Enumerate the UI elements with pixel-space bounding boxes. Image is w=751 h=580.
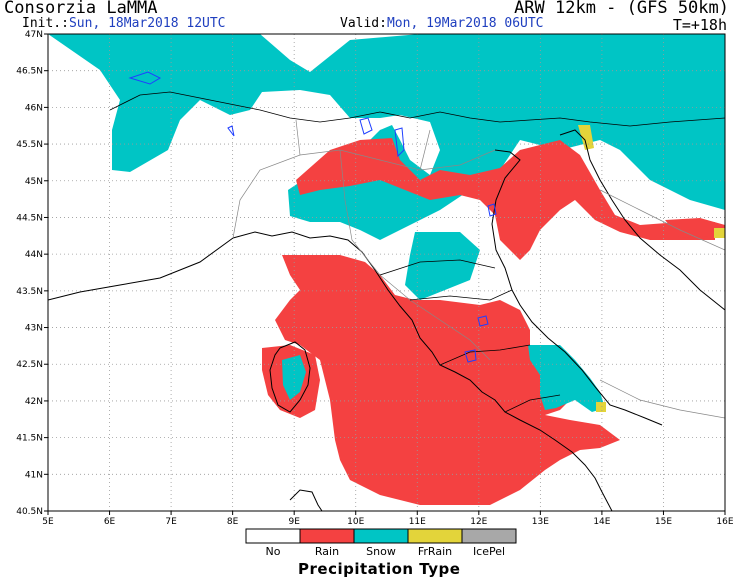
lat-tick-label: 44.5N: [16, 213, 43, 223]
init-value: Sun, 18Mar2018 12UTC: [68, 16, 226, 31]
legend-swatch-snow: [353, 528, 409, 544]
lat-tick-label: 41.5N: [16, 434, 43, 444]
legend-label-frrain: FrRain: [417, 545, 453, 558]
legend-colorbar: [245, 528, 517, 544]
lat-tick-label: 43N: [25, 324, 43, 334]
lat-tick-label: 40.5N: [16, 507, 43, 517]
lon-tick-label: 5E: [42, 517, 54, 527]
lon-tick-label: 11E: [409, 517, 426, 527]
legend-swatch-frrain: [407, 528, 463, 544]
init-label: Init.:: [22, 16, 69, 31]
legend-label-snow: Snow: [366, 545, 396, 558]
lat-tick-label: 47N: [25, 30, 43, 40]
legend-swatch-icepel: [461, 528, 517, 544]
source-title: Consorzia LaMMA: [4, 0, 158, 18]
lat-tick-label: 45N: [25, 177, 43, 187]
map-frame: [47, 33, 726, 512]
lon-tick-label: 15E: [655, 517, 672, 527]
valid-label: Valid:: [340, 16, 387, 31]
lat-tick-label: 45.5N: [16, 140, 43, 150]
model-title: ARW 12km - (GFS 50km): [514, 0, 729, 18]
coastlines-borders: [48, 91, 725, 511]
precipitation-field: [48, 34, 725, 505]
lat-lon-grid: [48, 34, 725, 511]
valid-value: Mon, 19Mar2018 06UTC: [386, 16, 544, 31]
lon-tick-label: 8E: [227, 517, 239, 527]
lat-tick-label: 46N: [25, 103, 43, 113]
lon-tick-label: 12E: [470, 517, 487, 527]
lat-tick-label: 41N: [25, 470, 43, 480]
lon-tick-label: 6E: [104, 517, 116, 527]
legend-swatch-rain: [299, 528, 355, 544]
legend-label-icepel: IcePel: [472, 545, 506, 558]
lat-tick-label: 44N: [25, 250, 43, 260]
legend-label-no: No: [265, 545, 281, 558]
lon-tick-label: 9E: [288, 517, 300, 527]
lat-tick-label: 43.5N: [16, 287, 43, 297]
legend-label-rain: Rain: [314, 545, 340, 558]
lat-tick-label: 42.5N: [16, 360, 43, 370]
lon-tick-label: 16E: [716, 517, 733, 527]
lat-tick-label: 46.5N: [16, 67, 43, 77]
lon-tick-label: 13E: [532, 517, 549, 527]
lon-tick-label: 10E: [347, 517, 364, 527]
init-time: Init.:Sun, 18Mar2018 12UTC: [22, 16, 226, 31]
legend-title: Precipitation Type: [298, 560, 461, 578]
axis-labels: 47N 46.5N 46N 45.5N 45N 44.5N 44N 43.5N 43N 42.5N…: [16, 30, 734, 527]
lon-tick-label: 7E: [165, 517, 177, 527]
legend-swatch-no: [245, 528, 301, 544]
lon-tick-label: 14E: [593, 517, 610, 527]
lat-tick-label: 42N: [25, 397, 43, 407]
forecast-step: T=+18h: [672, 16, 727, 34]
lakes: [128, 71, 497, 363]
valid-time: Valid:Mon, 19Mar2018 06UTC: [340, 16, 544, 31]
